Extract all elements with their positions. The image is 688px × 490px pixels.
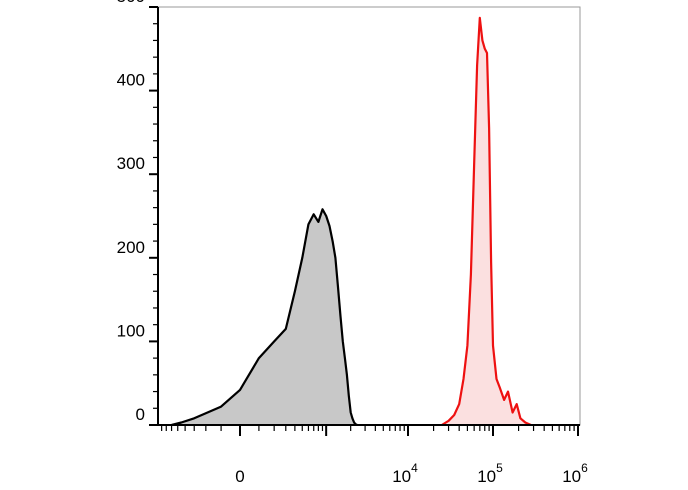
series-0-fill bbox=[171, 209, 358, 425]
x-axis: 0 104 105 106 bbox=[158, 424, 588, 486]
x-tick-label: 0 bbox=[235, 467, 244, 486]
x-tick-label: 105 bbox=[477, 461, 503, 486]
y-axis: 0 100 200 300 400 500 bbox=[117, 0, 159, 426]
y-tick-label: 0 bbox=[136, 405, 145, 424]
series-1-fill bbox=[441, 17, 531, 426]
y-tick-label: 100 bbox=[117, 321, 145, 340]
x-tick-label: 106 bbox=[562, 461, 588, 486]
y-tick-label: 300 bbox=[117, 154, 145, 173]
series-layer bbox=[171, 16, 532, 427]
series-1-line bbox=[441, 16, 532, 427]
y-tick-label: 500 bbox=[117, 0, 145, 6]
y-tick-label: 400 bbox=[117, 71, 145, 90]
plot-frame bbox=[157, 6, 581, 426]
x-tick-label: 104 bbox=[392, 461, 418, 486]
plot-border bbox=[157, 6, 581, 426]
series-0-line bbox=[171, 208, 358, 427]
y-tick-label: 200 bbox=[117, 238, 145, 257]
